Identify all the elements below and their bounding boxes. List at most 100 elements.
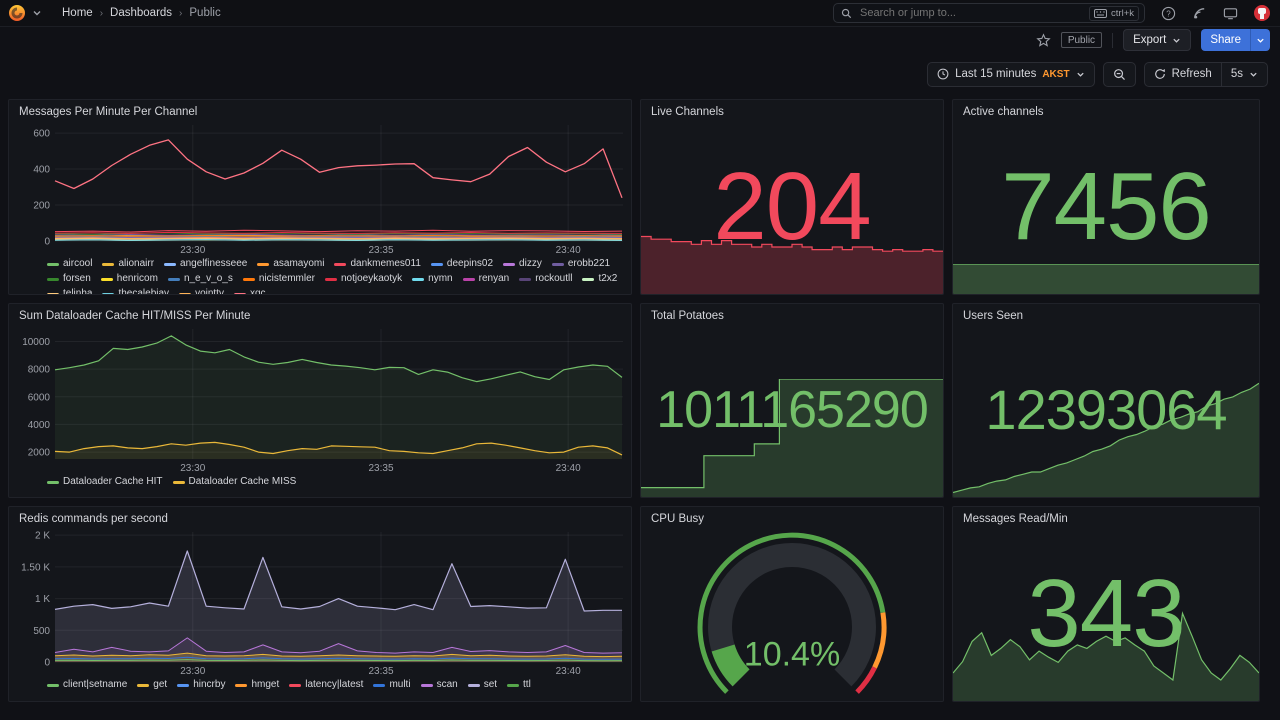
panel-dataloader-cache: Sum Dataloader Cache HIT/MISS Per Minute…	[8, 303, 632, 498]
zoom-out-button[interactable]	[1102, 61, 1136, 87]
breadcrumb-dashboards[interactable]: Dashboards	[110, 7, 173, 19]
svg-text:0: 0	[44, 237, 50, 248]
share-menu-caret[interactable]	[1250, 29, 1270, 51]
legend-item[interactable]: thecalebjay	[102, 288, 170, 295]
stat-value: 7456	[1001, 152, 1212, 260]
legend-item[interactable]: telinha	[47, 288, 92, 294]
grafana-logo[interactable]	[8, 4, 26, 22]
breadcrumb-home[interactable]: Home	[62, 7, 93, 19]
svg-text:23:35: 23:35	[369, 666, 394, 677]
panel-title[interactable]: CPU Busy	[651, 513, 705, 525]
legend-swatch	[233, 292, 246, 294]
legend-swatch	[179, 292, 192, 294]
legend-swatch	[102, 262, 115, 266]
legend-item[interactable]: forsen	[47, 273, 91, 285]
legend-label: n_e_v_o_s	[183, 273, 233, 284]
legend-swatch	[47, 683, 59, 687]
star-icon[interactable]	[1036, 32, 1051, 48]
legend-label: forsen	[63, 273, 91, 284]
legend-item[interactable]: dankmemes011	[334, 258, 421, 270]
panel-title[interactable]: Messages Per Minute Per Channel	[19, 106, 198, 118]
legend-swatch	[172, 480, 185, 484]
svg-text:4000: 4000	[28, 420, 51, 431]
legend-item[interactable]: hincrby	[177, 679, 225, 691]
legend-item[interactable]: vointtv	[179, 288, 224, 294]
panel-redis-commands: Redis commands per second 0 500 1 K 1.50 K 2…	[8, 506, 632, 702]
panel-live-channels: Live Channels 204	[640, 99, 944, 295]
panel-messages-read: Messages Read/Min 343	[952, 506, 1260, 702]
legend-label: angelfinesseee	[180, 258, 248, 269]
legend-label: Dataloader Cache HIT	[63, 476, 163, 487]
legend-item[interactable]: dizzy	[503, 258, 542, 270]
legend-item[interactable]: t2x2	[582, 273, 617, 285]
panel-title[interactable]: Messages Read/Min	[963, 513, 1068, 525]
redis-chart-plot[interactable]: 0 500 1 K 1.50 K 2 K 23:30 23:35 23:40	[17, 527, 623, 677]
legend-item[interactable]: deepins02	[430, 258, 493, 270]
chevron-down-icon[interactable]	[32, 8, 42, 18]
monitor-icon[interactable]	[1223, 6, 1238, 21]
legend-item[interactable]: get	[137, 679, 167, 691]
time-range-picker[interactable]: Last 15 minutes AKST	[927, 61, 1095, 87]
legend-item[interactable]: erobb221	[551, 258, 610, 270]
panel-title[interactable]: Users Seen	[963, 310, 1024, 322]
legend-item[interactable]: Dataloader Cache HIT	[47, 476, 163, 488]
legend-item[interactable]: asamayomi	[257, 258, 324, 270]
share-button[interactable]: Share	[1201, 29, 1250, 51]
search-input[interactable]: ctrl+k	[833, 3, 1145, 23]
legend-item[interactable]: renyan	[462, 273, 509, 285]
legend-item[interactable]: notjoeykaotyk	[325, 273, 402, 285]
legend-item[interactable]: nymn	[412, 273, 453, 285]
redis-chart-legend: client|setname get hincrby hmget latency|lat…	[9, 677, 631, 691]
svg-text:500: 500	[33, 626, 50, 637]
legend-swatch	[289, 683, 302, 687]
legend-item[interactable]: client|setname	[47, 679, 127, 691]
legend-label: nicistemmler	[258, 273, 315, 284]
legend-item[interactable]: scan	[420, 679, 458, 691]
legend-swatch	[334, 262, 347, 266]
legend-item[interactable]: n_e_v_o_s	[167, 273, 233, 285]
legend-label: rockoutll	[535, 273, 573, 284]
legend-item[interactable]: latency|latest	[289, 679, 363, 691]
legend-item[interactable]: angelfinesseee	[164, 258, 247, 270]
refresh-interval-picker[interactable]: 5s	[1220, 61, 1268, 87]
panel-title[interactable]: Sum Dataloader Cache HIT/MISS Per Minute	[19, 310, 251, 322]
legend-item[interactable]: aircool	[47, 258, 92, 270]
svg-text:2 K: 2 K	[35, 531, 50, 542]
legend-item[interactable]: hmget	[235, 679, 279, 691]
panel-title[interactable]: Total Potatoes	[651, 310, 724, 322]
news-rss-icon[interactable]	[1192, 6, 1207, 21]
svg-text:23:35: 23:35	[369, 463, 394, 474]
legend-item[interactable]: Dataloader Cache MISS	[172, 476, 296, 488]
legend-label: dizzy	[519, 258, 542, 269]
export-button[interactable]: Export	[1123, 29, 1192, 51]
legend-swatch	[167, 277, 180, 281]
legend-item[interactable]: henricom	[100, 273, 158, 285]
panel-messages-per-minute: Messages Per Minute Per Channel 0 200 400 6…	[8, 99, 632, 295]
legend-item[interactable]: set	[467, 679, 497, 691]
legend-label: thecalebjay	[118, 288, 170, 295]
panel-title[interactable]: Redis commands per second	[19, 513, 168, 525]
svg-text:200: 200	[33, 201, 50, 212]
panel-title[interactable]: Active channels	[963, 106, 1044, 118]
dataloader-chart-plot[interactable]: 2000 4000 6000 8000 10000 23:30 23:35 23:40	[17, 324, 623, 474]
messages-chart-plot[interactable]: 0 200 400 600 23:30 23:35 23:40	[17, 120, 623, 256]
legend-item[interactable]: nicistemmler	[242, 273, 315, 285]
svg-text:0: 0	[44, 658, 50, 669]
svg-text:8000: 8000	[28, 365, 51, 376]
panel-title[interactable]: Live Channels	[651, 106, 724, 118]
legend-item[interactable]: alionairr	[102, 258, 154, 270]
help-icon[interactable]: ?	[1161, 6, 1176, 21]
legend-label: dankmemes011	[350, 258, 421, 269]
legend-item[interactable]: rockoutll	[519, 273, 572, 285]
search-field[interactable]	[858, 6, 1084, 20]
legend-label: alionairr	[118, 258, 155, 269]
legend-item[interactable]: xqc	[233, 288, 266, 294]
legend-item[interactable]: ttl	[507, 679, 531, 691]
stat-value: 204	[713, 152, 871, 260]
chevron-down-icon	[1173, 38, 1180, 43]
refresh-button[interactable]: Refresh	[1143, 61, 1221, 87]
legend-label: latency|latest	[305, 679, 364, 690]
legend-swatch	[47, 480, 59, 484]
user-avatar[interactable]	[1254, 5, 1270, 21]
legend-item[interactable]: multi	[373, 679, 411, 691]
